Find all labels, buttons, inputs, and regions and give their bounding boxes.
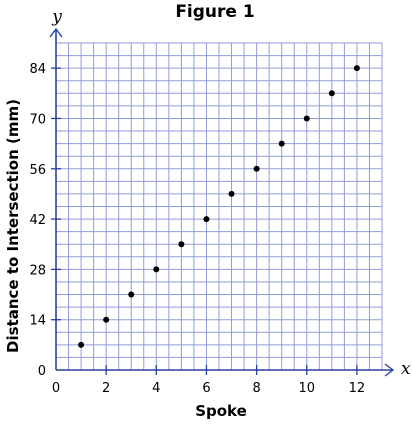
y-axis-arrow <box>49 27 63 38</box>
y-tick-label: 56 <box>29 163 46 178</box>
y-tick-label: 0 <box>38 364 46 379</box>
data-points <box>78 65 360 348</box>
x-tick-label: 2 <box>102 381 110 396</box>
y-tick-label: 14 <box>29 314 46 329</box>
x-tick-label: 0 <box>52 381 60 396</box>
data-point <box>103 316 110 323</box>
x-tick-label: 8 <box>252 381 260 396</box>
data-point <box>153 266 160 273</box>
x-tick-label: 6 <box>202 381 210 396</box>
data-point <box>253 165 260 172</box>
chart-title: Figure 1 <box>175 2 254 22</box>
data-point <box>178 241 185 248</box>
x-variable-label: x <box>401 359 411 379</box>
y-tick-label: 42 <box>29 213 46 228</box>
data-point <box>328 90 335 97</box>
tick-labels: 0 2 4 6 8 10 12 0 14 28 42 56 70 84 <box>29 62 365 396</box>
y-tick-label: 70 <box>29 112 46 127</box>
data-point <box>203 216 210 223</box>
x-tick-label: 10 <box>298 381 315 396</box>
y-tick-label: 84 <box>29 62 46 77</box>
data-point <box>228 190 235 197</box>
grid <box>56 42 383 370</box>
y-variable-label: y <box>51 7 62 27</box>
data-point <box>303 115 310 122</box>
x-tick-label: 12 <box>349 381 366 396</box>
data-point <box>353 65 360 72</box>
data-point <box>278 140 285 147</box>
data-point <box>128 291 135 298</box>
data-point <box>78 341 85 348</box>
x-axis-arrow <box>384 363 395 377</box>
x-tick-label: 4 <box>152 381 160 396</box>
axes <box>49 27 395 377</box>
y-axis-label: Distance to Intersection (mm) <box>4 99 22 353</box>
y-tick-label: 28 <box>29 263 46 278</box>
x-axis-label: Spoke <box>195 402 247 420</box>
tick-marks <box>51 67 358 375</box>
